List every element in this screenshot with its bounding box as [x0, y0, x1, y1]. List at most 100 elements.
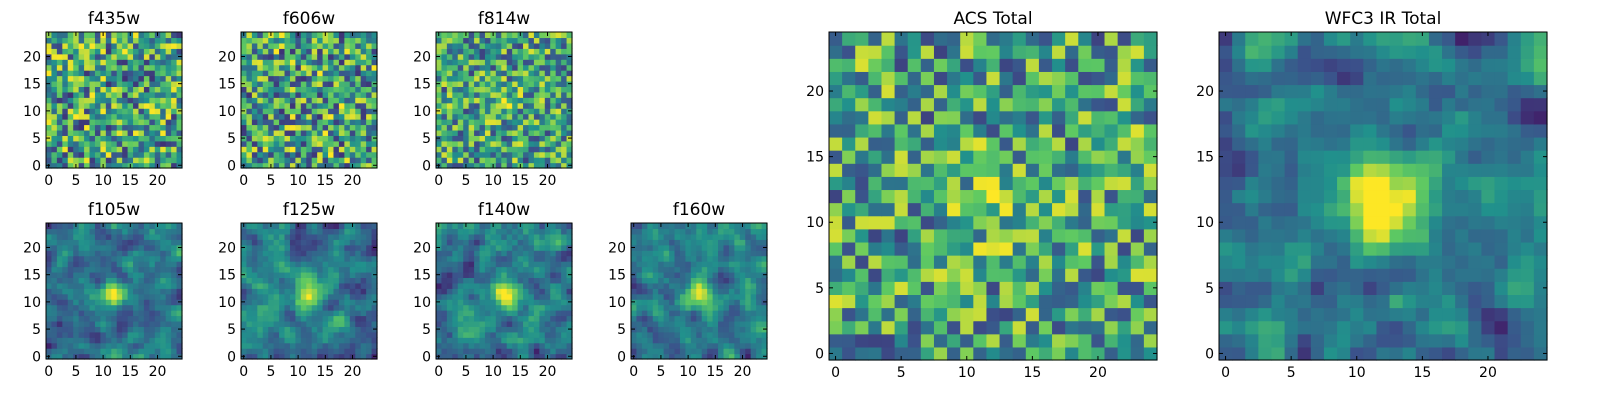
- heatmap-cell: [501, 151, 508, 158]
- heatmap-cell: [652, 304, 659, 311]
- heatmap-cell: [1065, 307, 1079, 322]
- heatmap-cell: [268, 348, 275, 355]
- heatmap-cell: [322, 97, 329, 104]
- heatmap-cell: [484, 135, 491, 142]
- heatmap-cell: [506, 244, 513, 251]
- heatmap-cell: [355, 304, 362, 311]
- heatmap-cell: [468, 32, 475, 39]
- heatmap-cell: [533, 53, 540, 60]
- y-tick-label: 5: [422, 322, 431, 338]
- heatmap-cell: [338, 42, 345, 49]
- heatmap-cell: [566, 48, 573, 55]
- heatmap-cell: [349, 75, 356, 82]
- heatmap-cell: [311, 342, 318, 349]
- heatmap-cell: [696, 348, 703, 355]
- heatmap-cell: [300, 277, 307, 284]
- heatmap-cell: [78, 266, 85, 273]
- heatmap-cell: [241, 124, 248, 131]
- heatmap-cell: [355, 162, 362, 169]
- heatmap-cell: [279, 228, 286, 235]
- heatmap-cell: [46, 157, 53, 164]
- heatmap-cell: [241, 151, 248, 158]
- heatmap-cell: [1065, 333, 1079, 348]
- heatmap-cell: [468, 102, 475, 109]
- heatmap-cell: [344, 271, 351, 278]
- heatmap-cell: [171, 299, 178, 306]
- heatmap-cell: [311, 299, 318, 306]
- heatmap-cell: [528, 244, 535, 251]
- heatmap-cell: [728, 261, 735, 268]
- heatmap-cell: [160, 288, 167, 295]
- heatmap-cell: [533, 48, 540, 55]
- heatmap-cell: [94, 86, 101, 93]
- heatmap-cell: [143, 135, 150, 142]
- heatmap-cell: [436, 97, 443, 104]
- heatmap-cell: [528, 32, 535, 39]
- heatmap-cell: [452, 233, 459, 240]
- heatmap-cell: [501, 288, 508, 295]
- heatmap-cell: [1012, 176, 1027, 191]
- y-tick-label: 20: [218, 49, 236, 65]
- heatmap-cell: [94, 239, 101, 246]
- heatmap-cell: [739, 320, 746, 327]
- heatmap-cell: [105, 91, 112, 98]
- heatmap-cell: [133, 48, 140, 55]
- heatmap-cell: [262, 32, 269, 39]
- heatmap-cell: [679, 250, 686, 257]
- axes-frame: [435, 31, 573, 169]
- heatmap-cell: [1078, 307, 1092, 322]
- heatmap-cell: [652, 266, 659, 273]
- heatmap-cell: [555, 53, 562, 60]
- heatmap-cell: [636, 326, 643, 333]
- x-tick-label: 15: [121, 173, 139, 189]
- heatmap-cell: [679, 337, 686, 344]
- heatmap-cell: [474, 42, 481, 49]
- heatmap-cell: [149, 32, 156, 39]
- heatmap-cell: [474, 331, 481, 338]
- heatmap-cell: [116, 271, 123, 278]
- heatmap-cell: [94, 250, 101, 257]
- heatmap-cell: [246, 64, 253, 71]
- heatmap-cell: [669, 320, 676, 327]
- heatmap-cell: [73, 261, 80, 268]
- heatmap-cell: [262, 348, 269, 355]
- heatmap-cell: [436, 282, 443, 289]
- heatmap-cell: [73, 266, 80, 273]
- heatmap-cell: [566, 129, 573, 136]
- heatmap-cell: [84, 223, 91, 230]
- heatmap-cell: [51, 282, 58, 289]
- heatmap-cell: [674, 304, 681, 311]
- heatmap-cell: [78, 37, 85, 44]
- heatmap-cell: [539, 70, 546, 77]
- heatmap-cell: [67, 315, 74, 322]
- heatmap-cell: [647, 244, 654, 251]
- heatmap-cell: [51, 75, 58, 82]
- heatmap-cell: [501, 162, 508, 169]
- heatmap-cell: [67, 304, 74, 311]
- heatmap-cell: [338, 97, 345, 104]
- heatmap-cell: [333, 337, 340, 344]
- heatmap-cell: [523, 310, 530, 317]
- heatmap-cell: [679, 315, 686, 322]
- heatmap-cell: [133, 75, 140, 82]
- heatmap-cell: [116, 48, 123, 55]
- heatmap-cell: [441, 255, 448, 262]
- heatmap-cell: [490, 129, 497, 136]
- heatmap-cell: [663, 277, 670, 284]
- heatmap-cell: [685, 239, 692, 246]
- heatmap-cell: [251, 288, 258, 295]
- heatmap-cell: [761, 304, 768, 311]
- heatmap-cell: [1143, 320, 1158, 335]
- heatmap-cell: [284, 228, 291, 235]
- heatmap-cell: [344, 255, 351, 262]
- heatmap-cell: [479, 299, 486, 306]
- heatmap-cell: [457, 37, 464, 44]
- x-tick-label: 5: [266, 364, 275, 380]
- heatmap-cell: [479, 228, 486, 235]
- heatmap-cell: [100, 326, 107, 333]
- heatmap-cell: [289, 310, 296, 317]
- heatmap-cell: [160, 331, 167, 338]
- heatmap-cell: [143, 233, 150, 240]
- heatmap-cell: [907, 215, 922, 230]
